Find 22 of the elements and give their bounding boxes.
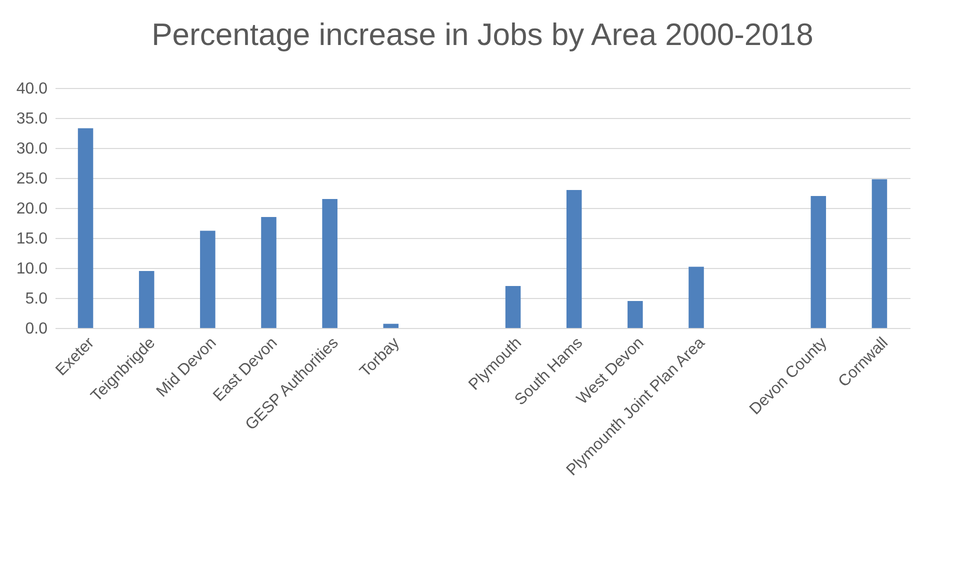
y-tick-label: 20.0: [16, 200, 48, 218]
bar: [872, 179, 888, 328]
bar: [78, 128, 94, 328]
bar: [505, 286, 521, 328]
y-tick-label: 30.0: [16, 140, 48, 158]
bar: [322, 199, 338, 328]
y-tick-label: 15.0: [16, 230, 48, 248]
y-tick-label: 5.0: [25, 290, 48, 308]
y-tick-label: 10.0: [16, 260, 48, 278]
chart-title: Percentage increase in Jobs by Area 2000-2018: [152, 17, 814, 52]
y-tick-label: 0.0: [25, 320, 48, 338]
bar: [200, 230, 216, 328]
bar: [138, 271, 154, 328]
bar: [383, 324, 399, 328]
bar: [688, 266, 704, 328]
y-tick-label: 35.0: [16, 110, 48, 128]
y-tick-label: 25.0: [16, 170, 48, 188]
y-tick-label: 40.0: [16, 80, 48, 98]
bar: [566, 190, 582, 328]
bar: [261, 217, 276, 328]
bar: [810, 196, 826, 328]
bar: [628, 301, 643, 328]
